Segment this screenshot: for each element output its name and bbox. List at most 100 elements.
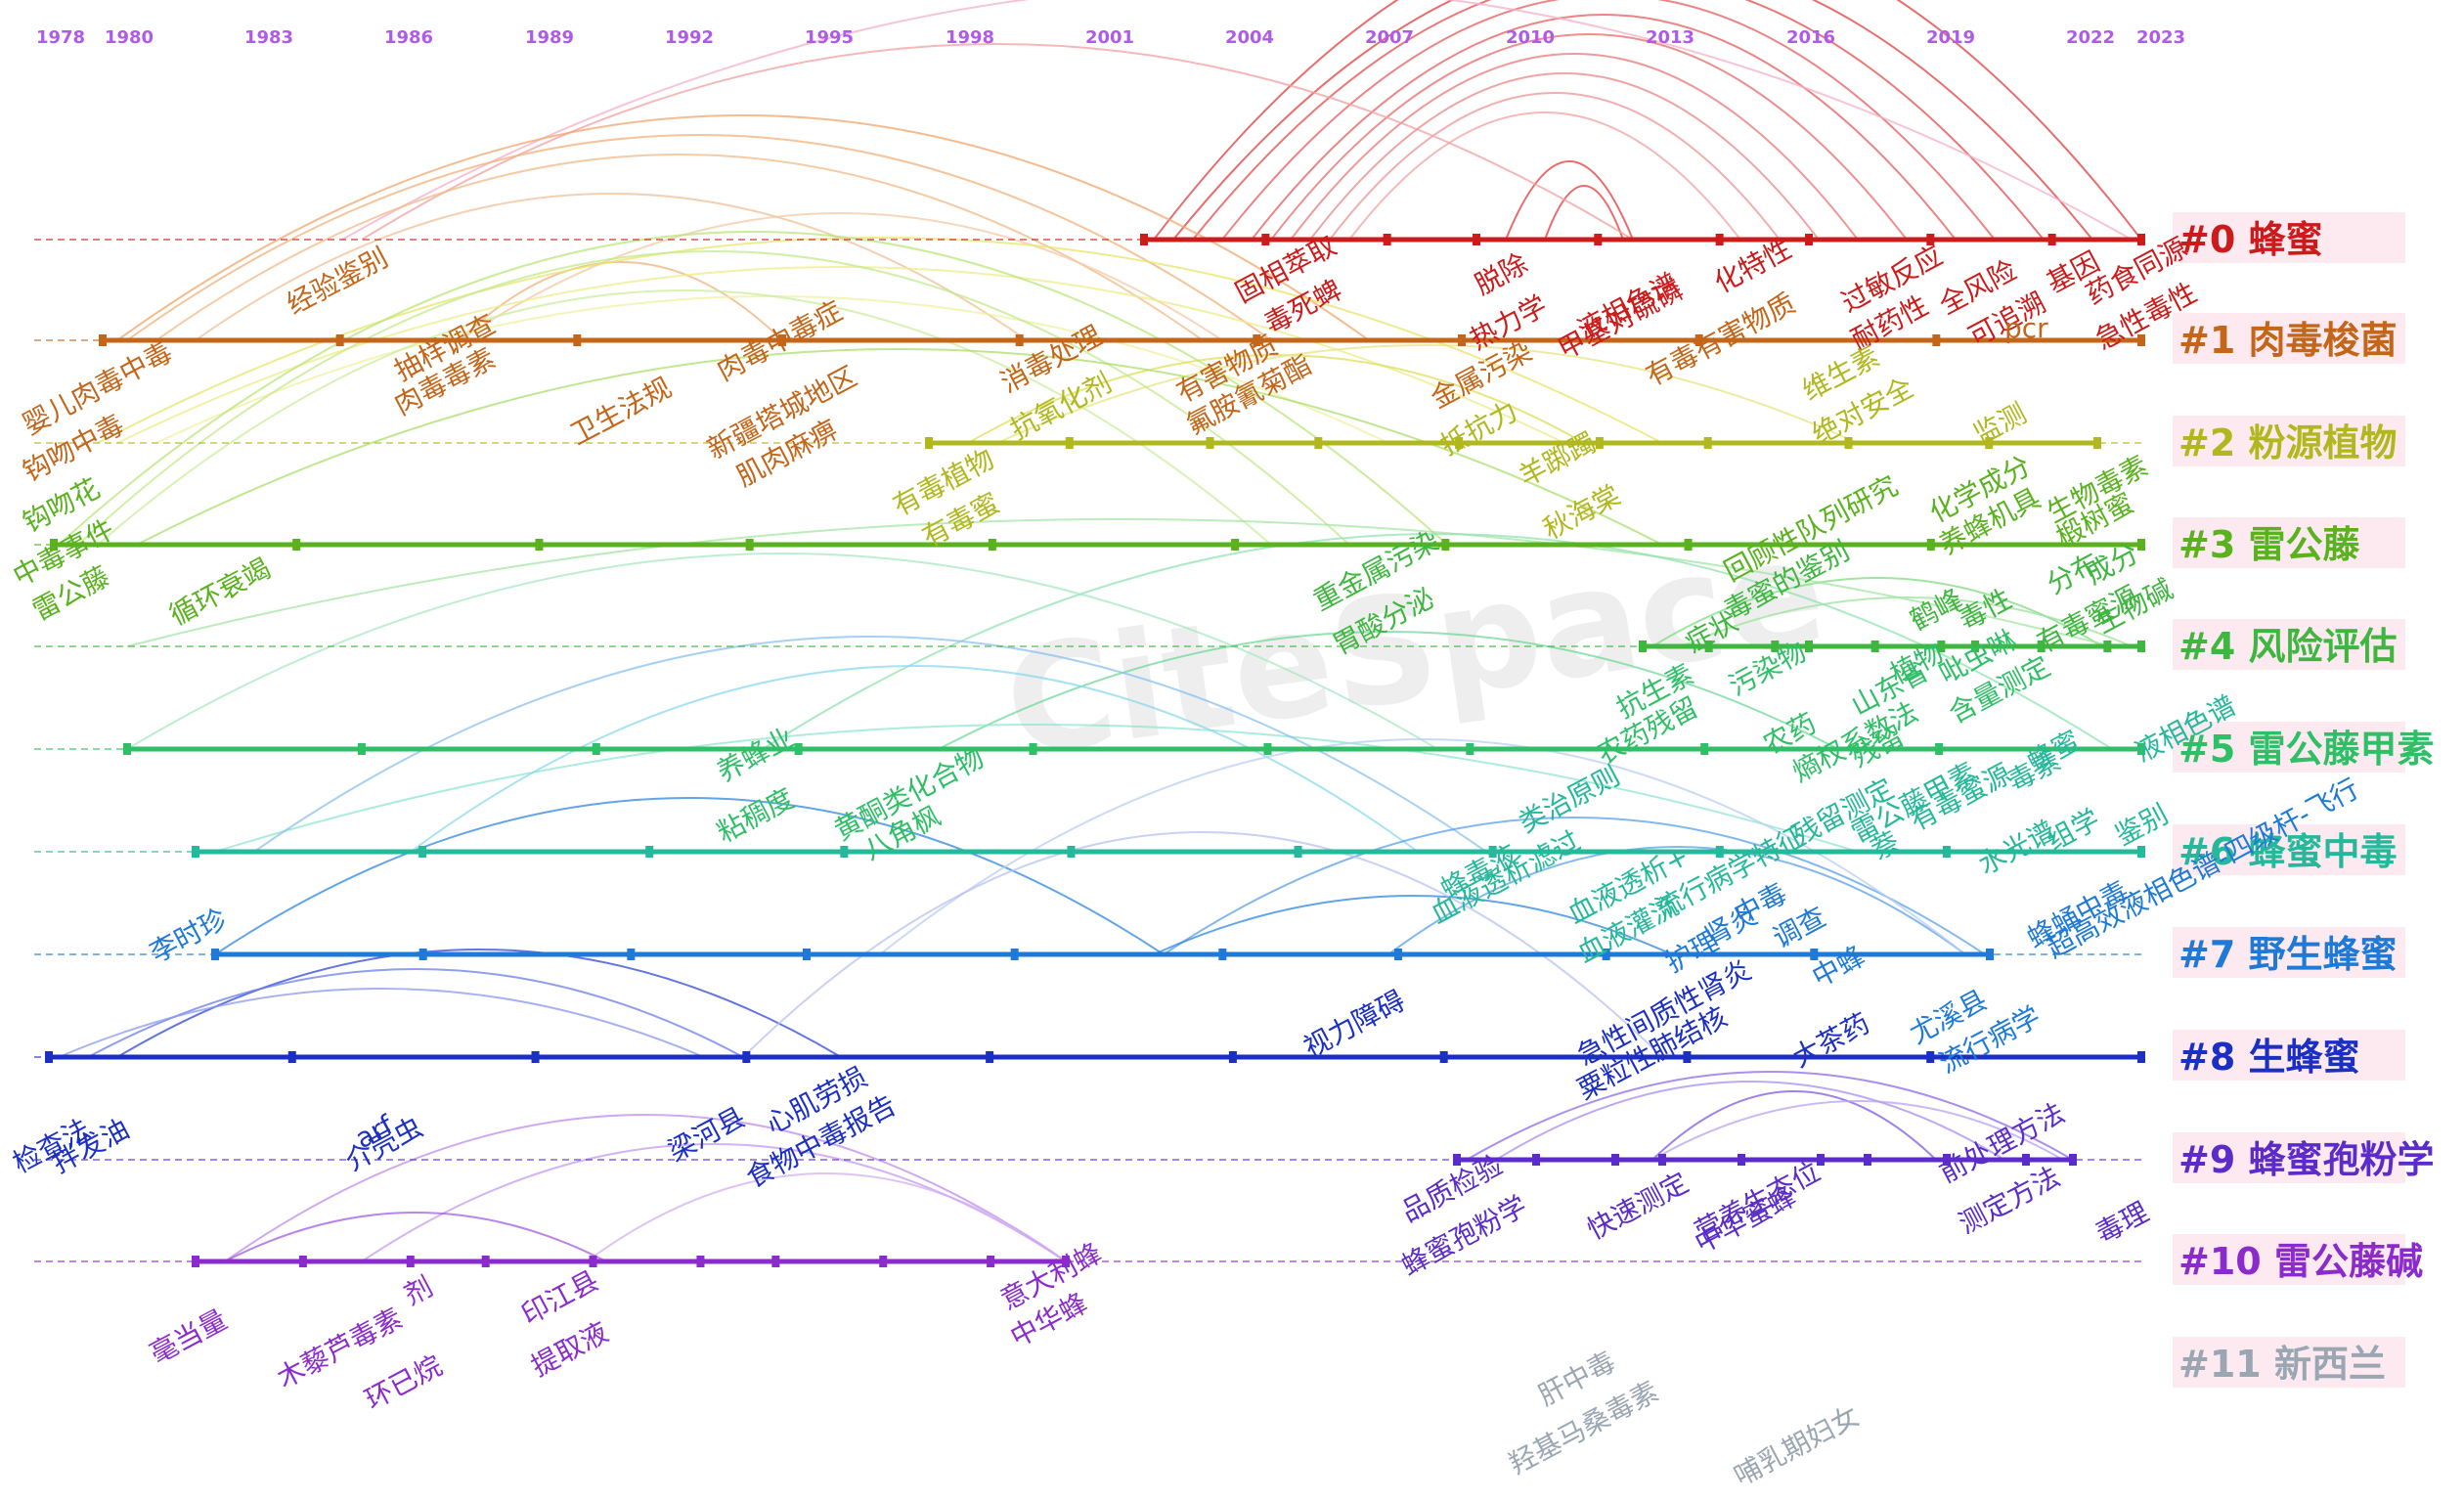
keyword-node [840,846,849,858]
keyword-node [2103,641,2112,652]
keyword-node [1206,437,1214,449]
cluster-label-0: #0 蜂蜜 [2173,212,2405,263]
citation-arc [1290,53,1859,241]
keyword-node [803,949,811,960]
citation-arc [1153,0,2142,241]
keyword-node [2137,334,2145,346]
citation-arc [126,518,2113,647]
keyword-node [2069,1154,2077,1166]
keyword-node [1453,1154,1461,1166]
cluster-label-7: #7 野生蜂蜜 [2173,927,2405,978]
cluster-label-bg [2173,313,2405,364]
cluster-label-text: #4 风险评估 [2178,625,2398,668]
keyword-node [1383,234,1391,245]
keyword-label: 视力障碍 [1298,984,1410,1064]
cluster-label-bg [2173,1132,2405,1183]
cluster-label-bg [2173,517,2405,568]
keyword-node [123,743,131,755]
keyword-node [2137,743,2145,755]
keyword-node [2137,846,2145,858]
keyword-node [1015,334,1024,346]
keyword-node [1439,1051,1448,1063]
cluster-label-1: #1 肉毒梭菌 [2173,313,2405,364]
keyword-label: 毒理 [2090,1196,2154,1250]
keyword-node [1684,539,1693,551]
keyword-node [1985,437,1994,449]
keyword-node [1253,334,1261,346]
year-tick-label: 1998 [946,27,994,48]
cluster-label-text: #0 蜂蜜 [2178,218,2323,261]
keyword-node [287,1051,296,1063]
keyword-node [1700,743,1709,755]
cluster-label-bg [2173,212,2405,263]
citation-arc [116,266,1565,444]
year-tick-label: 1978 [36,27,85,48]
keyword-label: 脱除 [1470,247,1533,301]
keyword-node [50,539,58,551]
keyword-node [1715,846,1724,858]
keyword-node [1639,641,1647,652]
keyword-node [2093,437,2101,449]
citation-arc [341,0,2133,241]
keyword-node [1926,1051,1935,1063]
keyword-node [1926,539,1935,551]
citation-arc [116,949,842,1058]
keyword-node [99,334,107,346]
keyword-label: pcr [2004,312,2048,344]
cluster-label-bg [2173,416,2405,466]
citation-arc [224,1114,1067,1262]
keyword-node [1817,1154,1825,1166]
keyword-node [645,846,654,858]
keyword-node [1715,234,1724,245]
citation-arc [1270,33,1908,241]
keyword-node [1932,334,1941,346]
cluster-label-bg [2173,1030,2405,1081]
cluster-label-6: #6 蜂蜜中毒 [2173,824,2405,875]
year-axis: 1978 1980 1983 1986 1989 1992 1995 1998 2001 2004… [36,27,2185,48]
keyword-node [742,1051,751,1063]
citation-arc [1348,111,1741,241]
keyword-node [1805,234,1813,245]
keyword-node [1704,641,1713,652]
cluster-label-text: #8 生蜂蜜 [2178,1036,2360,1079]
cluster-label-text: #6 蜂蜜中毒 [2178,830,2398,873]
keyword-node [592,743,600,755]
keyword-node [771,1256,780,1267]
cluster-label-9: #9 蜂蜜孢粉学 [2173,1132,2435,1183]
cluster-label-8: #8 生蜂蜜 [2173,1030,2405,1081]
keyword-node [1394,949,1402,960]
citation-arc [361,43,1634,241]
keyword-node [192,846,199,858]
citation-arc [214,797,1165,955]
cluster-label-11: #11 新西兰 [2173,1337,2405,1388]
year-tick-label: 1980 [105,27,154,48]
cluster-label-bg [2173,722,2405,773]
citation-arc [1251,14,1957,241]
keyword-node [1455,437,1464,449]
keyword-node [2137,234,2145,245]
cluster-label-5: #5 雷公藤甲素 [2173,722,2435,773]
keyword-node [1870,641,1879,652]
keyword-node [745,539,754,551]
citation-arc [126,134,1272,341]
keyword-node [986,1051,994,1063]
cluster-label-10: #10 雷公藤碱 [2173,1234,2423,1285]
citation-arc [938,631,1839,750]
keyword-node [879,1256,888,1267]
citation-arc [1329,92,1781,241]
citation-arc [879,738,1966,955]
citation-arc [1163,817,1986,955]
keyword-node [1810,949,1819,960]
keyword-node [988,539,996,551]
keyword-label: 毫当量 [145,1303,233,1371]
keyword-node [573,334,582,346]
cluster-label-bg [2173,927,2405,978]
keyword-node [1971,641,1979,652]
citation-arc [1544,185,1624,241]
keyword-label: 鉴别 [2110,798,2174,852]
keyword-node [1942,846,1951,858]
cluster-labels: #0 蜂蜜 #1 肉毒梭菌 #2 粉源植物 #3 雷公藤 #4 风险评估 #5 雷公藤甲素… [2173,212,2435,1388]
keyword-node [589,1256,597,1267]
citation-arc [253,636,1487,853]
year-tick-label: 2007 [1365,27,1414,48]
